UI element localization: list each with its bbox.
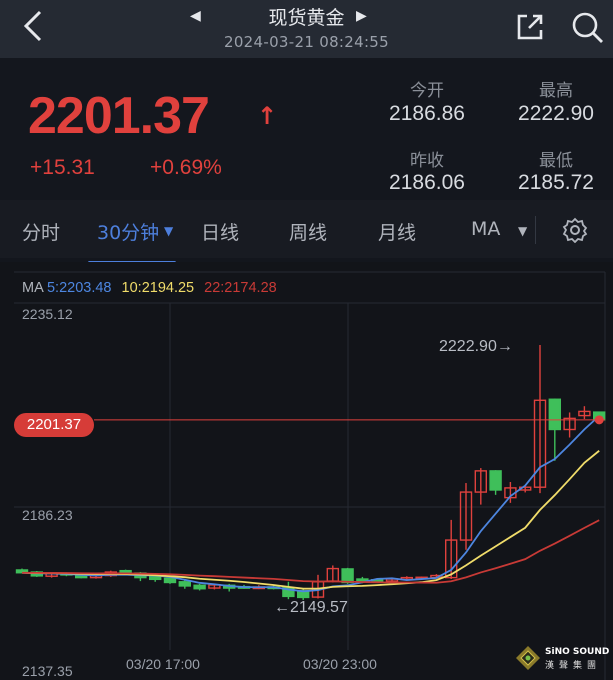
ma-legend-prefix: MA <box>22 280 43 296</box>
high-annotation: 2222.90→ <box>439 338 513 355</box>
low-annotation: ←2149.57 <box>274 599 348 616</box>
ma22-value: 22:2174.28 <box>204 280 277 296</box>
logo-brand-cn: 漢聲集團 <box>545 661 602 671</box>
quote-panel: 2201.37 ↑ +15.31 +0.69% 今开 2186.86 最高 22… <box>0 58 613 200</box>
period-tabs: 分时 30分钟 ▼ 日线 周线 月线 MA ▼ <box>0 200 613 258</box>
low-value: 2185.72 <box>518 171 594 194</box>
ma10-line <box>21 450 600 590</box>
tab-weekly[interactable]: 周线 <box>289 222 328 244</box>
candle-body <box>474 470 487 493</box>
ma10-value: 10:2194.25 <box>121 280 195 296</box>
candle-body <box>578 410 591 417</box>
chart-area <box>0 262 613 680</box>
ma-legend: MA 5:2203.48 10:2194.25 22:2174.28 <box>22 280 277 296</box>
sino-sound-logo: SiNO SOUND 漢聲集團 <box>515 645 609 675</box>
candle-body <box>15 569 29 574</box>
timestamp: 2024-03-21 08:24:55 <box>223 33 389 51</box>
candle-body <box>341 568 354 584</box>
low-label: 最低 <box>539 151 573 171</box>
divider <box>535 216 536 244</box>
logo-brand: SiNO SOUND <box>545 647 610 657</box>
y-tick-label: 2235.12 <box>22 306 73 322</box>
y-tick-label: 2137.35 <box>22 663 73 679</box>
candle-body <box>178 581 192 587</box>
high-label: 最高 <box>539 81 573 101</box>
ma5-value: 5:2203.48 <box>46 280 112 296</box>
tab-intraday[interactable]: 分时 <box>22 222 61 244</box>
prev-close-value: 2186.06 <box>389 171 465 194</box>
instrument-title: 现货黄金 <box>268 7 345 29</box>
candle-body <box>445 539 458 579</box>
ma22-line <box>21 519 600 584</box>
candle-body <box>459 491 473 541</box>
gear-icon[interactable] <box>562 217 588 243</box>
prev-close-label: 昨收 <box>410 151 444 171</box>
x-tick-label: 03/20 23:00 <box>303 656 377 672</box>
candle-body <box>148 575 162 581</box>
open-label: 今开 <box>410 81 444 101</box>
current-price-dot <box>594 415 604 425</box>
chevron-down-icon[interactable]: ▼ <box>164 224 174 238</box>
candle-body <box>193 584 206 590</box>
x-tick-label: 03/20 17:00 <box>126 656 200 672</box>
price-change-pct: +0.69% <box>150 156 222 179</box>
search-icon[interactable] <box>570 10 604 44</box>
next-arrow-icon[interactable]: ▶ <box>356 8 367 24</box>
tab-30min[interactable]: 30分钟 <box>97 222 160 244</box>
candle-body <box>548 398 561 431</box>
candle-body <box>356 578 369 582</box>
candle-body <box>563 417 576 431</box>
ma5-line <box>21 415 600 593</box>
price-change: +15.31 <box>30 156 95 179</box>
chevron-down-icon[interactable]: ▼ <box>518 224 528 238</box>
tab-monthly[interactable]: 月线 <box>378 222 417 244</box>
current-price-tag: 2201.37 <box>14 413 94 437</box>
up-arrow-icon: ↑ <box>257 102 278 130</box>
candle-body <box>489 470 502 491</box>
tab-ma[interactable]: MA <box>471 218 501 240</box>
candle-body <box>163 577 177 584</box>
candle-body <box>533 399 547 488</box>
back-icon[interactable] <box>18 8 52 44</box>
high-value: 2222.90 <box>518 102 594 125</box>
share-icon[interactable] <box>513 10 547 44</box>
prev-arrow-icon[interactable]: ◀ <box>190 8 201 24</box>
top-bar: ◀ 现货黄金 ▶ 2024-03-21 08:24:55 <box>0 0 613 58</box>
y-tick-label: 2186.23 <box>22 507 73 523</box>
logo-diamond-icon <box>516 646 540 670</box>
open-value: 2186.86 <box>389 102 465 125</box>
tab-daily[interactable]: 日线 <box>201 222 240 244</box>
last-price: 2201.37 <box>28 87 210 145</box>
